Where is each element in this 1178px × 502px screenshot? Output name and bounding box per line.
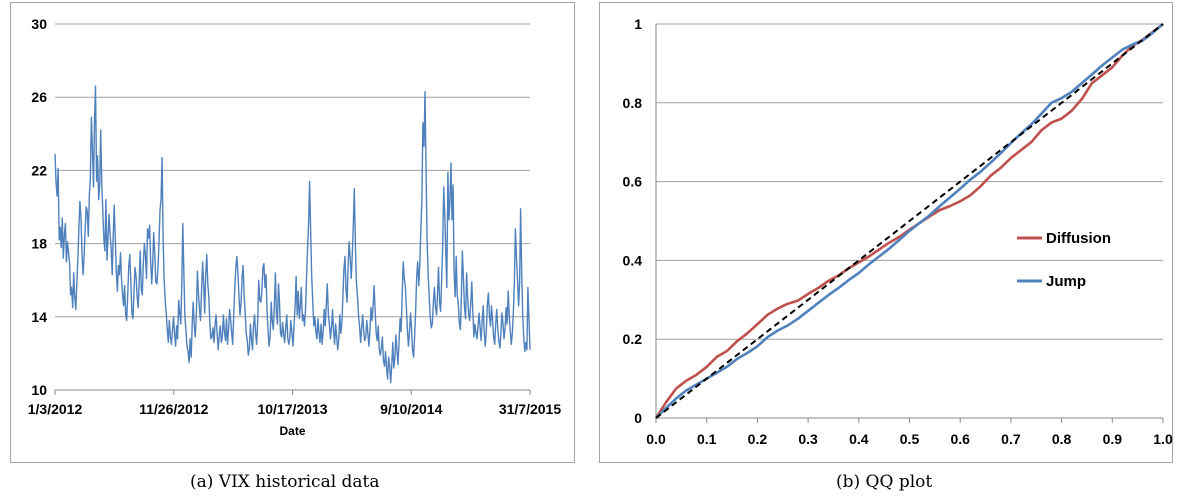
legend-label: Diffusion [1046, 230, 1111, 247]
x-tick-label: 1.0 [1153, 431, 1173, 447]
y-tick-label: 26 [31, 89, 47, 105]
qq-plot: 0 0.2 0.4 0.6 0.8 1 0.0 0.1 0.2 0.3 0.4 0.5 0.6 0.7 0.… [623, 16, 1173, 447]
x-tick-label: 11/26/2012 [139, 401, 209, 417]
y-tick-label: 0.8 [623, 95, 643, 111]
x-tick-label: 0.4 [849, 431, 869, 447]
x-tick-label: 0.8 [1052, 431, 1072, 447]
vix-chart: 10 14 18 22 26 30 1/3/2012 11/26/2012 10/17/2013… [28, 16, 562, 438]
y-tick-label: 0 [634, 410, 642, 426]
x-tick-label: 0.3 [798, 431, 818, 447]
x-tick-label: 0.5 [900, 431, 920, 447]
x-tick-label: 0.0 [646, 431, 666, 447]
y-tick-label: 30 [31, 16, 47, 32]
y-tick-label: 1 [634, 16, 642, 32]
vix-series-line [54, 85, 531, 384]
x-tick-label: 0.9 [1103, 431, 1123, 447]
x-tick-label: 10/17/2013 [257, 401, 327, 417]
y-tick-label: 14 [31, 309, 47, 325]
reference-line [655, 23, 1164, 419]
caption-a: (a) VIX historical data [190, 472, 380, 492]
y-tick-label: 0.6 [623, 174, 643, 190]
x-tick-label: 0.2 [748, 431, 768, 447]
x-axis-title: Date [279, 424, 305, 438]
x-tick-label: 0.1 [697, 431, 717, 447]
jump-series-line [655, 23, 1164, 419]
qq-plot-panel: 0 0.2 0.4 0.6 0.8 1 0.0 0.1 0.2 0.3 0.4 0.5 0.6 0.7 0.… [599, 2, 1173, 463]
x-tick-label: 1/3/2012 [28, 401, 83, 417]
x-tick-label: 0.7 [1001, 431, 1021, 447]
y-tick-label: 22 [31, 162, 47, 178]
legend-label: Jump [1046, 273, 1086, 290]
y-tick-label: 10 [31, 382, 47, 398]
y-tick-label: 18 [31, 236, 47, 252]
vix-chart-panel: 10 14 18 22 26 30 1/3/2012 11/26/2012 10/17/2013… [10, 2, 575, 463]
y-tick-label: 0.4 [623, 252, 643, 268]
y-tick-label: 0.2 [623, 331, 643, 347]
x-tick-label: 9/10/2014 [380, 401, 442, 417]
x-tick-label: 0.6 [950, 431, 970, 447]
caption-b: (b) QQ plot [836, 472, 933, 492]
x-tick-label: 31/7/2015 [499, 401, 561, 417]
